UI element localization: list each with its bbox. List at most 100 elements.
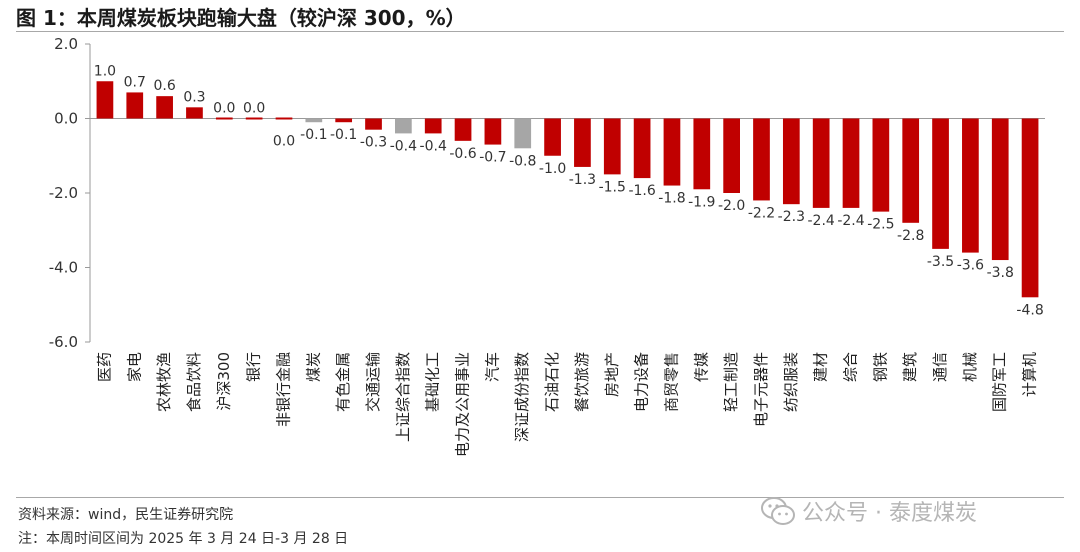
category-label: 计算机 <box>1021 352 1039 397</box>
bar <box>365 118 382 130</box>
category-label: 有色金属 <box>334 352 352 412</box>
category-label: 家电 <box>125 352 143 382</box>
watermark: 公众号 · 泰度煤炭 <box>760 495 977 527</box>
bar <box>574 118 591 167</box>
bar <box>395 118 412 134</box>
data-label: -2.4 <box>837 213 864 229</box>
bar <box>424 118 442 134</box>
bar <box>962 118 979 253</box>
data-label: 1.0 <box>94 63 116 79</box>
category-label: 食品饮料 <box>185 352 203 412</box>
category-label: 建材 <box>812 352 830 382</box>
data-label: 0.7 <box>124 74 146 90</box>
data-label: -2.8 <box>897 228 924 244</box>
category-label: 传媒 <box>692 352 710 382</box>
y-tick-label: -4.0 <box>49 259 78 277</box>
data-label: -0.8 <box>509 153 536 169</box>
y-tick-label: 0.0 <box>54 110 78 128</box>
chart-data-labels: 1.00.7 0.60.30.0 0.00.0 -0.1 -0.1 -0.3 -0.4 -0.… <box>94 63 1044 318</box>
data-label: -1.6 <box>628 183 655 199</box>
data-label: -1.8 <box>658 191 685 207</box>
bar <box>305 118 323 123</box>
category-label: 电力设备 <box>633 352 651 412</box>
y-tick-label: -6.0 <box>49 333 78 351</box>
data-label: 0.0 <box>243 101 265 117</box>
data-label: -0.3 <box>360 135 387 151</box>
bar <box>693 118 711 190</box>
category-label: 银行 <box>245 352 263 382</box>
data-label: -3.6 <box>957 258 984 274</box>
bar <box>126 92 144 119</box>
bar <box>186 107 203 119</box>
category-label: 汽车 <box>483 352 501 382</box>
bar <box>633 118 651 179</box>
category-label: 医药 <box>95 352 113 382</box>
bar <box>215 117 233 120</box>
data-label: -0.4 <box>420 138 447 154</box>
data-label: 0.6 <box>153 78 175 94</box>
bar <box>454 118 472 141</box>
bar <box>723 118 740 193</box>
category-label: 上证综合指数 <box>394 352 412 442</box>
category-label: 房地产 <box>603 352 621 397</box>
source-text: 资料来源：wind，民生证券研究院 <box>18 507 234 523</box>
data-label: 0.0 <box>213 101 235 117</box>
data-label: -1.0 <box>539 161 566 177</box>
chart-axes: 2.0 0.0 -2.0 -4.0 -6.0 <box>49 35 1045 351</box>
category-label: 纺织服装 <box>782 352 800 412</box>
data-label: -3.5 <box>927 254 954 270</box>
chart-title: 图 1：本周煤炭板块跑输大盘（较沪深 300，%） <box>16 6 466 30</box>
data-label: -2.5 <box>867 217 894 233</box>
category-label: 煤炭 <box>304 352 322 382</box>
bar <box>335 118 353 123</box>
bar <box>96 81 114 119</box>
category-label: 非银行金融 <box>274 352 292 427</box>
data-label: -1.9 <box>688 194 715 210</box>
data-label: -2.2 <box>748 205 775 221</box>
title-divider <box>16 31 1064 32</box>
category-label: 商贸零售 <box>662 352 680 412</box>
data-label: -1.3 <box>569 172 596 188</box>
data-label: -0.6 <box>449 146 476 162</box>
bar <box>245 117 263 120</box>
bar <box>842 118 860 208</box>
note-text: 注：本周时间区间为 2025 年 3 月 24 日-3 月 28 日 <box>18 531 349 547</box>
bar <box>484 118 502 145</box>
data-label: -2.4 <box>808 213 835 229</box>
data-label: 0.0 <box>273 134 295 150</box>
bar <box>544 118 561 156</box>
category-label: 深证成份指数 <box>513 352 531 442</box>
bar-chart: 2.0 0.0 -2.0 -4.0 -6.0 1.0 0.7 0.6 0.3 0.0 0.0 0.0… <box>49 35 1045 457</box>
category-label: 综合 <box>842 352 860 382</box>
y-tick-label: -2.0 <box>49 184 78 202</box>
category-label: 通信 <box>931 352 949 382</box>
bar <box>902 118 920 223</box>
bar <box>275 117 293 120</box>
category-label: 电力及公用事业 <box>454 352 472 457</box>
data-label: 0.3 <box>183 89 205 105</box>
bar <box>812 118 830 208</box>
bar <box>663 118 681 186</box>
chart-bars <box>96 81 1039 298</box>
bar <box>782 118 800 205</box>
data-label: -0.1 <box>300 127 327 143</box>
category-label: 钢铁 <box>871 352 889 382</box>
data-label: -4.8 <box>1016 302 1043 318</box>
category-label: 餐饮旅游 <box>573 352 591 412</box>
y-tick-label: 2.0 <box>54 35 78 53</box>
bar <box>753 118 770 201</box>
bar <box>991 118 1009 261</box>
bar <box>514 118 532 149</box>
data-label: -2.3 <box>778 209 805 225</box>
data-label: -2.0 <box>718 198 745 214</box>
data-label: -1.5 <box>599 179 626 195</box>
category-label: 国防军工 <box>991 352 1009 412</box>
category-label: 农林牧渔 <box>155 352 173 412</box>
bar <box>156 96 173 119</box>
category-label: 沪深300 <box>215 352 233 411</box>
category-label: 轻工制造 <box>722 352 740 412</box>
category-label: 电子元器件 <box>752 352 770 427</box>
category-label: 机械 <box>961 352 979 382</box>
bar <box>603 118 621 175</box>
footer-divider <box>16 497 1064 498</box>
